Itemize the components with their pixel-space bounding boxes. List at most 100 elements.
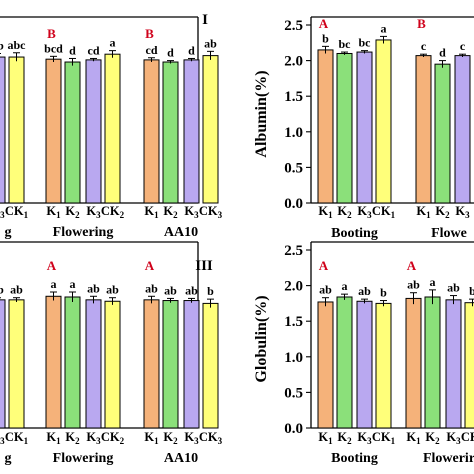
panel-albumin-ylabel: Albumin(%): [253, 70, 270, 157]
panel-albumin-ytick-label: 1.0: [284, 125, 303, 141]
panel-albumin-xtick-label: K2: [337, 204, 352, 220]
panel-I-group-letter: B: [145, 26, 154, 41]
panel-I-sig-label: cd: [146, 43, 158, 57]
panel-III-sig-label: ab: [185, 283, 198, 297]
panel-III-panel-label: III: [195, 258, 213, 274]
panel-I-sig-label: cd: [88, 43, 100, 57]
panel-III-xtick-label: K3: [86, 430, 101, 446]
panel-I-group-name-flowering: Flowering: [53, 225, 114, 240]
panel-III-xtick-label: K2: [65, 430, 80, 446]
panel-I-sig-label: ab: [0, 38, 4, 52]
panel-globulin-bar-booting-k3: [356, 300, 373, 429]
panel-albumin-ytick-label: 2.5: [284, 18, 303, 34]
panel-I-xtick-label: K1: [144, 204, 159, 220]
panel-III-xtick-label: K1: [46, 430, 61, 446]
panel-albumin-ytick-label: 1.5: [284, 89, 303, 105]
panel-globulin-xtick-label: K2: [425, 430, 440, 446]
panel-globulin-sig-label: ab: [319, 283, 332, 297]
panel-III-group-name-booting: g: [5, 451, 12, 466]
panel-I-bar-flowering-k3: [85, 59, 102, 204]
panel-III-bar-flowering-ck2: [104, 300, 121, 429]
panel-III-xtick-label: CK1: [5, 430, 29, 446]
panel-I-sig-label: d: [69, 43, 76, 57]
panel-albumin-sig-label: b: [322, 31, 329, 45]
panel-I-xtick-label: K2: [65, 204, 80, 220]
panel-III-bar-aa10-k1: [143, 299, 160, 429]
panel-I-group-name-booting: g: [5, 225, 12, 240]
panel-albumin-xtick-label: K2: [435, 204, 450, 220]
panel-globulin-group-name-booting: Booting: [331, 451, 378, 466]
panel-III-xtick-label: K3: [184, 430, 199, 446]
panel-globulin-sig-label: ab: [358, 284, 371, 298]
panel-III-bar-flowering-k3: [85, 299, 102, 429]
panel-III-sig-label: b: [207, 284, 214, 298]
panel-globulin-xtick-label: CK2: [461, 430, 474, 446]
panel-III-sig-label: a: [70, 277, 76, 291]
panel-albumin-sig-label: c: [421, 39, 427, 53]
panel-I-xtick-label: CK3: [199, 204, 223, 220]
panel-globulin-sig-label: a: [430, 275, 436, 289]
panel-I-xtick-label: CK1: [5, 204, 29, 220]
panel-I-sig-label: ab: [204, 36, 217, 50]
panel-III-bar-booting-k3: [0, 299, 6, 429]
panel-globulin-group-letter: A: [319, 258, 329, 273]
panel-globulin-ylabel: Globulin(%): [253, 295, 270, 382]
panel-III-sig-label: ab: [145, 281, 158, 295]
panel-I-bar-flowering-ck2: [104, 53, 121, 204]
panel-globulin-xtick-label: K1: [318, 430, 333, 446]
panel-albumin-bar-booting-ck1: [375, 39, 392, 204]
panel-III-bar-flowering-k1: [45, 295, 62, 429]
panel-III-sig-label: ab: [87, 281, 100, 295]
panel-globulin-xtick-label: K3: [357, 430, 372, 446]
panel-albumin-xtick-label: CK1: [372, 204, 396, 220]
panel-I-group-name-aa10: AA10: [164, 225, 198, 240]
panel-I-xtick-label: K2: [163, 204, 178, 220]
panel-globulin-xtick-label: CK1: [372, 430, 396, 446]
panel-globulin-ytick-label: 0.0: [284, 421, 303, 437]
panel-globulin-ytick-label: 2.0: [284, 279, 303, 295]
panel-III-group-name-flowering: Flowering: [53, 451, 114, 466]
panel-albumin-ytick-label: 2.0: [284, 54, 303, 70]
panel-I-panel-label: I: [202, 12, 208, 28]
panel-albumin-bar-flowering-k2: [434, 63, 451, 204]
panel-III-group-name-aa10: AA10: [164, 451, 198, 466]
panel-III-bar-aa10-k3: [183, 300, 200, 429]
panel-albumin-xtick-label: K3: [357, 204, 372, 220]
panel-albumin-sig-label: a: [381, 21, 387, 35]
panel-I-xtick-label: K3: [0, 204, 5, 220]
panel-albumin-sig-label: bc: [359, 36, 372, 50]
panel-globulin-group-letter: A: [407, 258, 417, 273]
panel-I-xtick-label: K3: [184, 204, 199, 220]
panel-globulin-xtick-label: K3: [446, 430, 461, 446]
panel-globulin-sig-label: b: [469, 284, 474, 298]
panel-albumin-bar-booting-k2: [336, 52, 353, 204]
panel-albumin-ytick-label: 0.0: [284, 196, 303, 212]
panel-III-bar-flowering-k2: [64, 296, 81, 429]
panel-III-sig-label: ab: [106, 283, 119, 297]
panel-III-sig-label: ab: [0, 283, 4, 297]
panel-globulin-ytick-label: 0.5: [284, 385, 303, 401]
panel-globulin-ytick-label: 2.5: [284, 243, 303, 259]
panel-III-bar-aa10-k2: [162, 300, 179, 429]
panel-I-sig-label: d: [188, 43, 195, 57]
panel-globulin-sig-label: ab: [447, 281, 460, 295]
panel-albumin-sig-label: bc: [339, 37, 352, 51]
panel-globulin-xtick-label: K2: [337, 430, 352, 446]
panel-I-sig-label: bcd: [44, 41, 63, 55]
panel-globulin-sig-label: b: [380, 286, 387, 300]
panel-albumin-group-letter: B: [417, 16, 426, 31]
panel-globulin-bar-booting-k2: [336, 296, 353, 429]
panel-albumin-bar-booting-k1: [317, 49, 334, 204]
panel-albumin-bar-flowering-k1: [415, 55, 432, 204]
panel-globulin-ytick-label: 1.0: [284, 350, 303, 366]
panel-I-sig-label: d: [167, 46, 174, 60]
panel-III-bar-booting-ck1: [8, 299, 25, 429]
panel-albumin-xtick-label: K1: [416, 204, 431, 220]
panel-albumin-bar-booting-k3: [356, 51, 373, 204]
panel-albumin-xtick-label: K1: [318, 204, 333, 220]
panel-III-xtick-label: K3: [0, 430, 5, 446]
panel-I-bar-flowering-k1: [45, 58, 62, 204]
panel-I-bar-aa10-k1: [143, 59, 160, 204]
panel-albumin-sig-label: c: [460, 39, 466, 53]
